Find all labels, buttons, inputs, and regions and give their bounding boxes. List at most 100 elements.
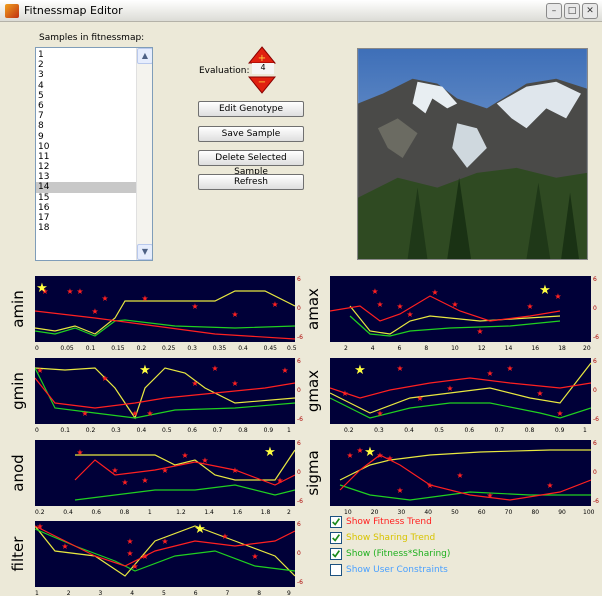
sample-list-item[interactable]: 6	[38, 100, 44, 111]
sample-point-marker: ★	[556, 409, 563, 418]
current-sample-star-icon: ★	[36, 281, 48, 296]
refresh-button[interactable]: Refresh	[198, 174, 304, 190]
sample-point-marker: ★	[526, 302, 533, 311]
plot-x-tick: 30	[397, 509, 406, 516]
sample-point-marker: ★	[181, 451, 188, 460]
checkbox-fitness-sharing[interactable]	[330, 548, 342, 560]
evaluation-decrease-button[interactable]: −	[248, 76, 276, 94]
plot-x-tick: 4	[370, 345, 375, 352]
sample-point-marker: ★	[376, 300, 383, 309]
plot-x-tick: 0.8	[119, 509, 130, 516]
sharing-trend-line	[330, 362, 591, 414]
sample-list-item[interactable]: 15	[38, 192, 50, 203]
app-icon	[5, 4, 19, 18]
plot-ylabel-sigma: sigma	[304, 450, 322, 496]
edit-genotype-button[interactable]: Edit Genotype	[198, 101, 304, 117]
fitness-trend-line	[339, 454, 591, 501]
scroll-down-icon[interactable]: ▼	[137, 244, 152, 260]
sample-point-marker: ★	[191, 302, 198, 311]
plot-gmin[interactable]: ★ ★ ★ ★ ★ ★ ★ ★ ★ ★	[35, 358, 295, 424]
delete-selected-sample-button[interactable]: Delete Selected Sample	[198, 150, 304, 177]
sample-list-item[interactable]: 2	[38, 60, 44, 71]
check-icon	[332, 534, 341, 542]
current-sample-star-icon: ★	[354, 363, 366, 378]
current-sample-star-icon: ★	[139, 363, 151, 378]
plot-filter[interactable]: ★★★★★★★★★★	[35, 521, 295, 587]
plot-amax[interactable]: ★★ ★★★★★★★★	[330, 276, 591, 342]
checkbox-label[interactable]: Show Fitness Trend	[346, 517, 432, 527]
sharing-trend-line	[75, 449, 295, 481]
fitness-trend-line	[330, 377, 591, 399]
sample-list-item[interactable]: 12	[38, 162, 50, 173]
sample-point-marker: ★	[36, 366, 43, 375]
current-sample-star-icon: ★	[194, 522, 206, 537]
sample-point-marker: ★	[76, 448, 83, 457]
plot-x-tick: 0.8	[524, 427, 535, 434]
list-scrollbar[interactable]: ▲ ▼	[136, 48, 152, 260]
sample-point-marker: ★	[446, 384, 453, 393]
plot-right-tick: -6	[593, 334, 599, 341]
plot-right-tick: 0	[297, 305, 301, 312]
sample-list-item[interactable]: 18	[38, 223, 50, 234]
evaluation-increase-button[interactable]: +	[248, 46, 276, 64]
sample-list-item[interactable]: 11	[38, 151, 50, 162]
sample-point-marker: ★	[396, 364, 403, 373]
plot-right-tick: 6	[593, 276, 597, 283]
plot-x-tick: 1.4	[204, 509, 214, 516]
sample-point-marker: ★	[191, 379, 198, 388]
svg-text:−: −	[258, 77, 266, 88]
sample-point-marker: ★	[376, 451, 383, 460]
plot-x-tick: 0.9	[554, 427, 565, 434]
sample-list-item[interactable]: 3	[38, 70, 44, 81]
sample-point-marker: ★	[546, 481, 553, 490]
plot-ylabel-gmin: gmin	[9, 372, 27, 410]
close-button[interactable]: ✕	[582, 3, 598, 19]
plot-x-tick: 6	[397, 345, 402, 352]
plot-anod[interactable]: ★★★ ★★★★★★★	[35, 440, 295, 506]
title-bar[interactable]: Fitnessmap Editor – □ ✕	[0, 0, 602, 22]
sample-list-item[interactable]: 17	[38, 213, 50, 223]
plot-right-tick: 6	[297, 521, 301, 528]
sample-list-item[interactable]: 16	[38, 202, 50, 213]
sample-list-item[interactable]: 13	[38, 172, 50, 183]
plot-x-tick: 2	[66, 590, 71, 597]
plot-right-tick: 0	[593, 387, 597, 394]
plot-x-tick: 0.5	[434, 427, 444, 434]
checkbox-sharing-trend[interactable]	[330, 532, 342, 544]
maximize-button[interactable]: □	[564, 3, 580, 19]
checkbox-label[interactable]: Show Sharing Trend	[346, 533, 436, 543]
plot-x-tick: 16	[531, 345, 540, 352]
sample-point-marker: ★	[131, 562, 138, 571]
sample-point-marker: ★	[131, 409, 138, 418]
sample-list-item[interactable]: 14	[36, 182, 136, 193]
plot-right-tick: 6	[297, 358, 301, 365]
scroll-up-icon[interactable]: ▲	[137, 48, 152, 64]
sample-list-item[interactable]: 5	[38, 90, 44, 101]
plot-x-tick: 0	[35, 427, 39, 434]
evaluation-value: 4	[252, 63, 274, 74]
fitness-trend-line	[330, 295, 561, 322]
sample-list-item[interactable]: 1	[38, 50, 44, 60]
plot-gmax[interactable]: ★ ★ ★ ★ ★ ★ ★ ★ ★ ★	[330, 358, 591, 424]
samples-listbox[interactable]: 1 2 3 4 5 6 7 8 9 10 11 12 13 14 15 16 17 18 ▲ ▼	[35, 47, 153, 261]
sample-list-item[interactable]: 4	[38, 80, 44, 91]
sample-list-item[interactable]: 10	[38, 141, 50, 152]
sample-list-item[interactable]: 9	[38, 131, 44, 142]
checkbox-fitness-trend[interactable]	[330, 516, 342, 528]
sample-point-marker: ★	[271, 300, 278, 309]
plot-right-tick: -6	[593, 416, 599, 423]
sample-list-item[interactable]: 7	[38, 111, 44, 122]
checkbox-label[interactable]: Show (Fitness*Sharing)	[346, 549, 451, 559]
plot-x-tick: 4	[130, 590, 135, 597]
sample-list-item[interactable]: 8	[38, 121, 44, 132]
plot-sigma[interactable]: ★★★ ★★★★★★★	[330, 440, 591, 506]
minimize-button[interactable]: –	[546, 3, 562, 19]
save-sample-button[interactable]: Save Sample	[198, 126, 304, 142]
checkbox-label[interactable]: Show User Constraints	[346, 565, 448, 575]
sample-point-marker: ★	[231, 379, 238, 388]
checkbox-user-constraints[interactable]	[330, 564, 342, 576]
plot-right-tick: -6	[297, 498, 303, 505]
window-title: Fitnessmap Editor	[24, 4, 123, 17]
plot-x-tick: 0.2	[136, 345, 147, 352]
plot-amin[interactable]: ★ ★ ★★★ ★★★★★	[35, 276, 295, 342]
